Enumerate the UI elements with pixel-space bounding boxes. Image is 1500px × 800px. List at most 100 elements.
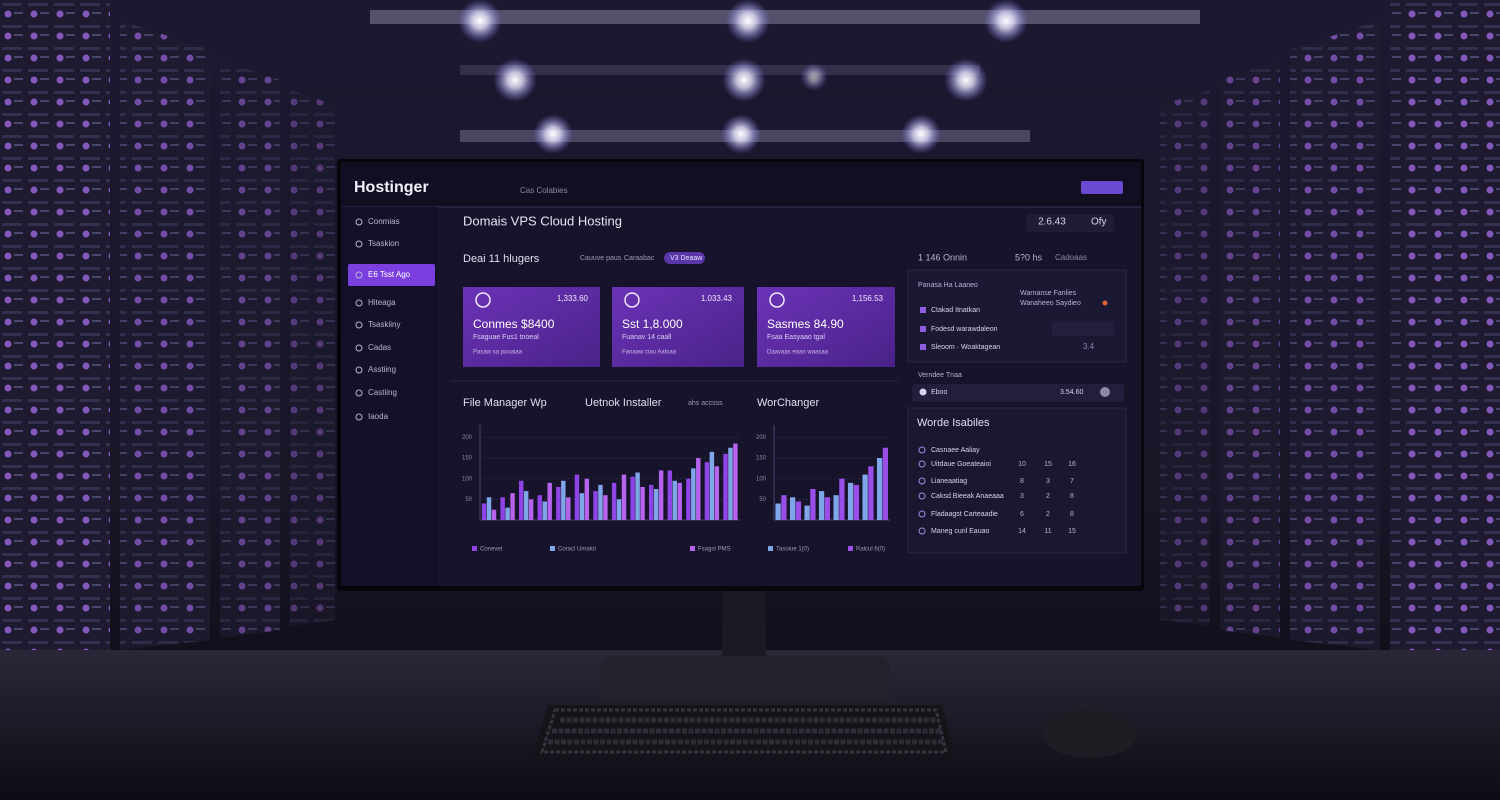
y-tick-label: 200 [462,435,473,441]
nav-icon [355,366,363,374]
bar [714,466,720,520]
chart-note: ahs accsss [688,400,723,407]
nav-item[interactable]: Cadas [368,343,391,352]
filter[interactable]: Cauuve paus [580,255,622,262]
server-racks [0,0,1500,660]
list-icon [918,510,926,518]
bar [566,497,571,520]
list-value: 10 [1018,461,1026,468]
nav-icon [355,413,363,421]
y-tick-label: 50 [759,497,766,503]
nav-tab: Cas Colabies [520,186,568,195]
list-value: 14 [1018,528,1026,535]
nav-icon [355,271,363,279]
card-icon [624,292,640,308]
nav-item[interactable]: Asstiing [368,365,396,374]
pill[interactable]: V3 Deaaw [670,255,703,262]
card-label: Sasmes 84.90 [767,317,844,331]
row-label: Ctakad Itnatkan [931,307,980,314]
bar [804,505,810,520]
bar [505,507,510,520]
legend-label: Fsagst PMS [698,547,731,553]
legend-swatch [472,546,477,551]
card-sub: Fsaa Easyaao tgal [767,334,825,341]
list-value: 2 [1046,493,1050,500]
list-value: 8 [1070,493,1074,500]
mouse [1043,710,1137,758]
card-amount: 1,156.53 [852,294,884,303]
list-value: 15 [1068,528,1076,535]
bar [775,503,781,520]
list-title: Worde Isabiles [917,417,990,429]
breadcrumb-action[interactable]: Cadoaas [1055,253,1087,262]
usage-icon [919,388,927,396]
nav-item[interactable]: Castiing [368,388,397,397]
bar [868,466,874,520]
row-icon [920,344,926,350]
bar [853,484,860,520]
chart-title: File Manager Wp [463,397,547,409]
bar [603,495,608,520]
legend-label: Tasoiue 1(0) [776,547,809,553]
y-tick-label: 100 [756,476,767,482]
card-label: Conmes $8400 [473,317,555,331]
bar [882,447,889,520]
legend-label: Coracl Umalot [558,547,596,553]
nav-item[interactable]: Conmias [368,217,400,226]
bar [616,499,622,520]
y-tick-label: 150 [462,456,473,462]
pill-bg [664,252,705,264]
y-tick-label: 150 [756,456,767,462]
list-icon [918,460,926,468]
bar [635,472,640,520]
bar [795,501,802,520]
bar [667,470,673,520]
list-value: 8 [1070,511,1074,518]
usage-toggle[interactable] [1100,387,1110,397]
bar [547,482,552,520]
nav-item[interactable]: Iaoda [368,412,389,421]
bar [824,497,831,520]
filter[interactable]: Caraabac [624,255,655,262]
card-foot: Pasaw sa puuaiaa [473,350,523,356]
nav-item[interactable]: Tsaskiiny [368,320,400,329]
nav-icon [355,218,363,226]
legend-swatch [768,546,773,551]
bar [839,478,845,520]
bar [542,501,547,520]
bar [649,484,654,520]
nav-item[interactable]: E6 Tsst Ago [368,270,411,279]
bar [500,497,505,520]
list-label: Casnaee Aaliay [931,447,980,454]
bar [611,482,617,520]
bar [523,491,529,520]
bar [537,495,543,520]
usage-value: 3.54.60 [1060,389,1083,396]
bar [677,482,682,520]
list-label: Lianeaatiag [931,478,967,485]
card-icon [475,292,491,308]
card [463,287,600,367]
nav-item[interactable]: Tsaskion [368,239,399,248]
bar [696,458,701,520]
y-tick-label: 100 [462,476,473,482]
y-tick-label: 50 [465,497,472,503]
nav-item[interactable]: Hiteaga [368,298,396,307]
nav-icon [355,321,363,329]
nav-icon [355,344,363,352]
list-value: 8 [1020,478,1024,485]
list-label: Caksd Bieeak Anaeaaa [931,493,1004,500]
legend-swatch [550,546,555,551]
card-foot: Fanaaw ciau Aaloaa [622,350,677,356]
bar [704,462,710,520]
bar [691,468,696,520]
bar [486,497,492,520]
box-title: Panasa Ha Laaneo [918,282,978,289]
bar [833,495,839,520]
breadcrumb: 1 146 Onnin [918,252,967,262]
box-note: Warnanse Fanlies [1020,290,1077,297]
nav-icon [355,299,363,307]
list-label: Maneg cunl Eauao [931,528,989,535]
card-label: Sst 1,8.000 [622,317,683,331]
bar [672,480,677,520]
